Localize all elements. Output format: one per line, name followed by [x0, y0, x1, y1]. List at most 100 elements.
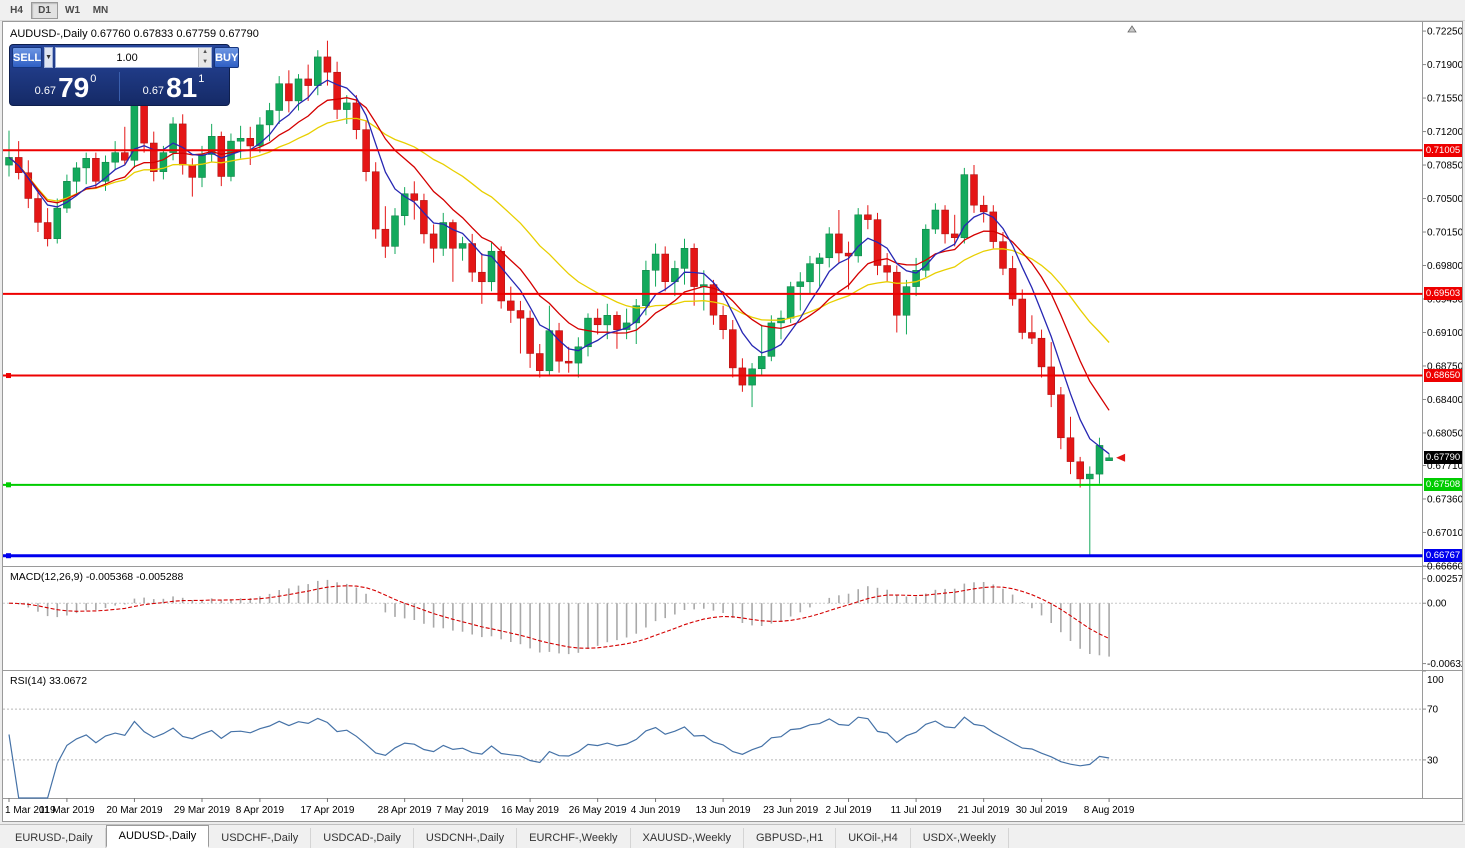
rsi-axis-label: 30: [1427, 755, 1439, 766]
sell-price-prefix: 0.67: [34, 85, 57, 97]
date-axis-label: 4 Jun 2019: [631, 805, 681, 816]
candlesticks: [5, 40, 1113, 556]
price-axis-label: 0.70850: [1427, 161, 1462, 172]
date-axis-label: 26 May 2019: [569, 805, 627, 816]
chart-tab-usdcad-daily[interactable]: USDCAD-,Daily: [311, 828, 414, 848]
macd-indicator-label: MACD(12,26,9) -0.005368 -0.005288: [10, 571, 184, 583]
buy-price-display[interactable]: 0.67 81 1: [120, 70, 227, 103]
ma-line-8: [8, 79, 1110, 455]
price-axis-label: 0.68400: [1427, 395, 1462, 406]
buy-price-big-digits: 81: [166, 72, 198, 103]
chart-tab-ukoil-h4[interactable]: UKOil-,H4: [836, 828, 911, 848]
price-axis-label: 0.66660: [1427, 561, 1462, 572]
date-axis-label: 16 May 2019: [501, 805, 559, 816]
chart-tab-audusd-daily[interactable]: AUDUSD-,Daily: [105, 825, 210, 848]
rsi-line: [8, 716, 1110, 799]
date-axis-label: 29 Mar 2019: [174, 805, 231, 816]
trade-panel-prices: 0.67 79 0 0.67 81 1: [12, 70, 227, 103]
price-axis-label: 0.70500: [1427, 194, 1462, 205]
date-axis-label: 11 Jul 2019: [891, 805, 942, 816]
buy-price-pipette: 1: [198, 73, 205, 85]
price-axis[interactable]: 0.72250 0.71900 0.71550 0.71200 0.70850 0.705…: [1422, 27, 1463, 573]
timeframe-button-h4[interactable]: H4: [10, 4, 23, 16]
price-axis-label: 0.67010: [1427, 528, 1462, 539]
price-axis-label: 0.68050: [1427, 428, 1462, 439]
chart-tab-usdcnh-daily[interactable]: USDCNH-,Daily: [414, 828, 518, 848]
date-axis-label: 8 Aug 2019: [1084, 805, 1135, 816]
date-axis-label: 17 Apr 2019: [300, 805, 354, 816]
chart-tab-eurchf-weekly[interactable]: EURCHF-,Weekly: [517, 828, 631, 848]
price-axis-label: 0.71200: [1427, 127, 1462, 138]
volume-field: ▲ ▼: [55, 47, 213, 68]
date-axis-label: 7 May 2019: [436, 805, 489, 816]
hline-handle[interactable]: [6, 373, 11, 379]
macd-axis-label: -0.006326: [1427, 659, 1462, 670]
chart-canvas[interactable]: 0.72250 0.71900 0.71550 0.71200 0.70850 0.705…: [3, 22, 1462, 821]
volume-input[interactable]: [56, 48, 199, 67]
timeframe-toolbar: H4 D1 W1 MN: [0, 0, 1465, 21]
macd-axis-label: 0.00: [1427, 599, 1447, 610]
chart-shift-marker-icon[interactable]: [1127, 25, 1137, 33]
date-axis-label: 2 Jul 2019: [825, 805, 872, 816]
chart-title: AUDUSD-,Daily 0.67760 0.67833 0.67759 0.…: [10, 28, 259, 40]
ma-line-30: [8, 117, 1110, 343]
chart-tab-usdchf-daily[interactable]: USDCHF-,Daily: [209, 828, 312, 848]
horizontal-lines: [3, 149, 1423, 559]
date-axis-label: 23 Jun 2019: [763, 805, 818, 816]
sell-price-display[interactable]: 0.67 79 0: [12, 70, 119, 103]
date-axis-label: 20 Mar 2019: [106, 805, 163, 816]
chart-tab-xauusd-weekly[interactable]: XAUUSD-,Weekly: [631, 828, 744, 848]
price-axis-label: 0.72250: [1427, 27, 1462, 38]
price-badge-level: 0.71005: [1424, 143, 1462, 157]
date-axis-label: 8 Apr 2019: [236, 805, 285, 816]
macd-histogram: [17, 579, 1110, 657]
chart-window: 0.72250 0.71900 0.71550 0.71200 0.70850 0.705…: [2, 21, 1463, 822]
sell-price-big-digits: 79: [58, 72, 90, 103]
trade-panel-controls: SELL ▼ ▲ ▼ BUY: [12, 47, 240, 68]
price-badge-level: 0.69503: [1424, 287, 1462, 301]
hline-handle[interactable]: [6, 553, 11, 559]
date-axis-label: 21 Jul 2019: [958, 805, 1010, 816]
price-axis-label: 0.67710: [1427, 461, 1462, 472]
chart-tab-gbpusd-h1[interactable]: GBPUSD-,H1: [744, 828, 837, 848]
price-axis-label: 0.71550: [1427, 94, 1462, 105]
chart-title-ohlc: 0.67760 0.67833 0.67759 0.67790: [90, 28, 259, 40]
chart-tab-bar: EURUSD-,Daily AUDUSD-,Daily USDCHF-,Daily U…: [0, 824, 1465, 848]
timeframe-button-d1[interactable]: D1: [31, 1, 58, 19]
chart-title-symbol: AUDUSD-,Daily: [10, 28, 88, 40]
last-price-arrow-icon: [1116, 453, 1126, 462]
sell-price-pipette: 0: [90, 73, 97, 85]
volume-spinner: ▲ ▼: [198, 48, 212, 67]
price-axis-label: 0.69100: [1427, 328, 1462, 339]
price-axis-label: 0.69800: [1427, 261, 1462, 272]
price-axis-label: 0.70150: [1427, 228, 1462, 239]
price-divider: [119, 72, 120, 101]
price-badge-current: 0.67790: [1424, 451, 1462, 465]
date-axis-label: 1 Mar 2019: [5, 805, 56, 816]
volume-up-arrow-icon[interactable]: ▲: [202, 49, 209, 55]
moving-averages: [8, 79, 1110, 455]
price-badge-level: 0.68650: [1424, 369, 1462, 383]
chart-tab-eurusd-daily[interactable]: EURUSD-,Daily: [3, 828, 106, 848]
hline-handle[interactable]: [6, 482, 11, 488]
date-axis-label: 30 Jul 2019: [1016, 805, 1068, 816]
sell-button[interactable]: SELL: [12, 47, 43, 68]
date-axis-label: 13 Jun 2019: [696, 805, 751, 816]
price-badge-level: 0.66767: [1424, 549, 1462, 563]
price-axis-label: 0.71900: [1427, 60, 1462, 71]
chart-tab-usdx-weekly[interactable]: USDX-,Weekly: [911, 828, 1009, 848]
timeframe-button-w1[interactable]: W1: [65, 4, 80, 16]
macd-axis-label: 0.002574: [1427, 574, 1462, 585]
macd-signal-line: [8, 585, 1110, 649]
date-axis-label: 28 Apr 2019: [378, 805, 432, 816]
rsi-axis-label: 70: [1427, 705, 1439, 716]
volume-down-arrow-icon[interactable]: ▼: [202, 58, 209, 65]
buy-button[interactable]: BUY: [214, 47, 240, 68]
price-badge-level: 0.67508: [1424, 478, 1462, 492]
volume-dropdown-arrow-icon[interactable]: ▼: [44, 47, 54, 68]
timeframe-button-mn[interactable]: MN: [92, 4, 109, 16]
price-axis-label: 0.68750: [1427, 361, 1462, 372]
date-axis-label: 11 Mar 2019: [39, 805, 95, 816]
